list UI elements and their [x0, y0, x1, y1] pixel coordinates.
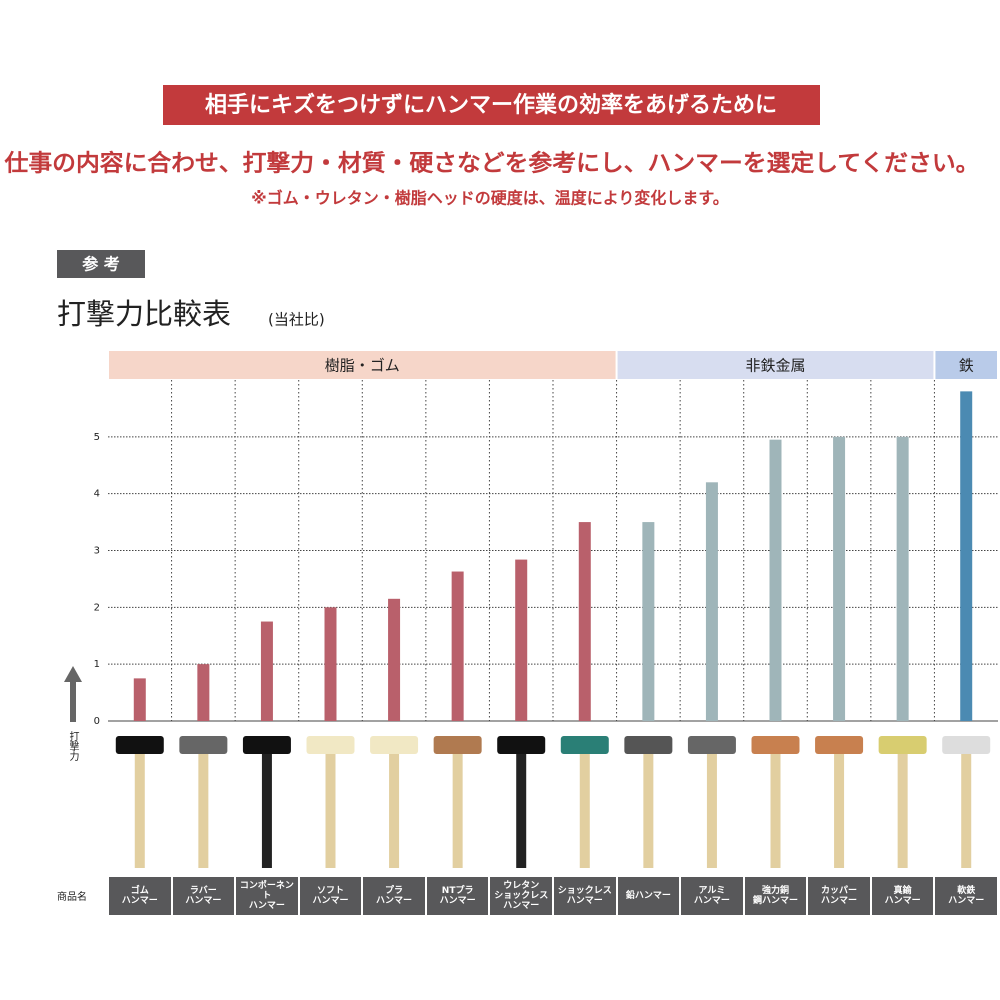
- hammer-handle: [134, 748, 145, 868]
- x-tick-label: アルミ ハンマー: [681, 877, 743, 915]
- x-tick-label: 真鍮 ハンマー: [871, 877, 934, 915]
- y-arrow: [64, 666, 82, 722]
- group-header: [935, 351, 997, 379]
- hammer-head: [687, 736, 736, 754]
- x-tick-label: 強力銅 鋼ハンマー: [744, 877, 807, 915]
- hammer-head: [751, 736, 800, 754]
- hammer-handle: [706, 748, 717, 868]
- group-header: [109, 351, 616, 379]
- hammer-handle: [834, 748, 845, 868]
- x-tick-label: 軟鉄 ハンマー: [935, 877, 997, 915]
- x-tick-label: カッパー ハンマー: [808, 877, 870, 915]
- x-tick-label: ショックレス ハンマー: [554, 877, 616, 915]
- bar: [705, 482, 718, 721]
- y-tick-label: 4: [94, 489, 100, 500]
- group-label: 樹脂・ゴム: [325, 357, 400, 375]
- x-label: 商品名: [57, 890, 87, 903]
- y-tick-label: 2: [94, 602, 100, 613]
- bar: [133, 678, 146, 721]
- hammer-handle: [579, 748, 590, 868]
- subtitle: 仕事の内容に合わせ、打撃力・材質・硬さなどを参考にし、ハンマーを選定してください…: [3, 150, 979, 177]
- x-tick-label: 鉛ハンマー: [617, 877, 680, 915]
- hammer-head: [624, 736, 673, 754]
- banner: 相手にキズをつけずにハンマー作業の効率をあげるために: [205, 92, 777, 118]
- hammer-head: [179, 736, 228, 754]
- hammer-head: [370, 736, 419, 754]
- bar: [324, 607, 337, 721]
- hammer-head: [497, 736, 546, 754]
- y-tick-label: 0: [94, 716, 100, 727]
- hammer-handle: [325, 748, 336, 868]
- hammer-head: [115, 736, 164, 754]
- bar: [896, 436, 909, 721]
- bar: [197, 664, 210, 721]
- badge: 参 考: [82, 255, 120, 274]
- hammer-handle: [897, 748, 908, 868]
- hammer-handle: [261, 748, 272, 868]
- bar: [260, 621, 273, 721]
- y-tick-label: 1: [94, 659, 100, 670]
- note: ※ゴム・ウレタン・樹脂ヘッドの硬度は、温度により変化します。: [251, 189, 729, 208]
- title-note: (当社比): [268, 311, 325, 329]
- bar: [960, 391, 973, 721]
- banner-bg: [163, 85, 820, 125]
- bar: [769, 439, 782, 721]
- bar: [578, 522, 591, 721]
- y-tick-label: 5: [94, 432, 100, 443]
- x-tick-label: NTプラ ハンマー: [426, 877, 489, 915]
- bar: [388, 598, 401, 721]
- bar: [515, 559, 528, 721]
- x-tick-label: ウレタン ショックレス ハンマー: [490, 877, 552, 915]
- group-header: [617, 351, 934, 379]
- hammer-head: [815, 736, 864, 754]
- bar: [451, 571, 464, 721]
- hammer-handle: [961, 748, 972, 868]
- y-label: 打撃力: [67, 730, 79, 762]
- badge-bg: [57, 250, 145, 278]
- x-tick-label: ゴム ハンマー: [109, 877, 171, 915]
- hammer-handle: [643, 748, 654, 868]
- hammer-head: [942, 736, 991, 754]
- hammer-head: [878, 736, 927, 754]
- x-tick-label: ソフト ハンマー: [299, 877, 362, 915]
- bar: [642, 522, 655, 721]
- hammer-head: [306, 736, 355, 754]
- chart-title: 打撃力比較表: [57, 297, 231, 331]
- y-tick-label: 3: [94, 546, 100, 557]
- bar: [833, 436, 846, 721]
- hammer-handle: [770, 748, 781, 868]
- hammer-handle: [452, 748, 463, 868]
- hammer-head: [242, 736, 291, 754]
- group-label: 鉄: [959, 357, 974, 375]
- x-tick-label: コンポーネント ハンマー: [236, 877, 298, 915]
- hammer-handle: [389, 748, 400, 868]
- group-label: 非鉄金属: [745, 357, 805, 375]
- hammer-head: [560, 736, 609, 754]
- hammer-handle: [516, 748, 527, 868]
- hammer-handle: [198, 748, 209, 868]
- hammer-head: [433, 736, 482, 754]
- x-tick-label: プラ ハンマー: [363, 877, 425, 915]
- x-tick-label: ラバー ハンマー: [172, 877, 235, 915]
